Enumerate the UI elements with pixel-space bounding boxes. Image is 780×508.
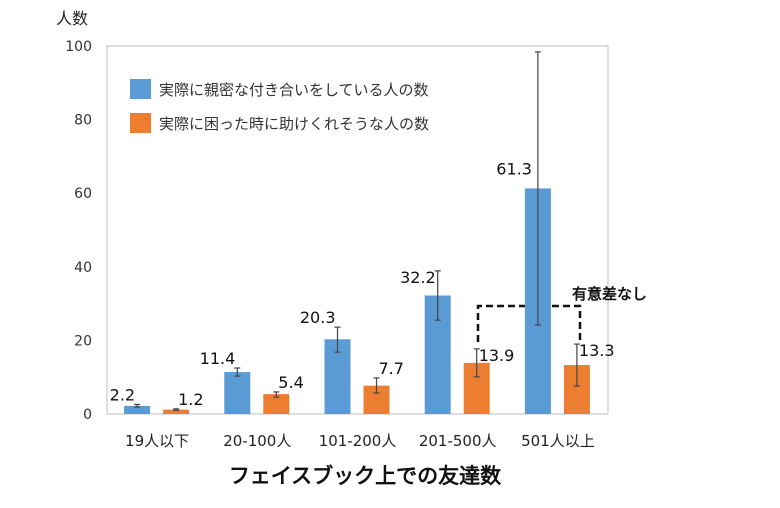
bar (263, 394, 290, 414)
x-tick-label: 20-100人 (223, 432, 291, 450)
plot-area (106, 45, 609, 415)
x-axis-title: フェイスブック上での友達数 (229, 464, 502, 488)
y-tick-label: 80 (74, 113, 92, 129)
x-tick-label: 501人以上 (521, 432, 595, 450)
y-tick-label: 20 (74, 333, 92, 349)
data-label: 61.3 (496, 159, 532, 178)
y-tick-label: 60 (74, 186, 92, 202)
data-label: 20.3 (300, 308, 336, 327)
bar (163, 409, 190, 414)
legend-label-close-relations: 実際に親密な付き合いをしている人の数 (159, 81, 429, 99)
legend-swatch-blue (130, 79, 151, 99)
no-significant-difference-label: 有意差なし (572, 285, 647, 303)
data-label: 11.4 (200, 349, 236, 368)
data-label: 13.9 (479, 346, 515, 365)
data-label: 1.2 (178, 390, 203, 409)
x-tick-label: 101-200人 (319, 432, 397, 450)
legend-label-helpers: 実際に困った時に助けくれそうな人の数 (159, 115, 429, 133)
x-tick-label: 201-500人 (419, 432, 497, 450)
y-tick-label: 40 (74, 260, 92, 276)
data-label: 32.2 (400, 268, 436, 287)
data-label: 7.7 (379, 359, 404, 378)
data-label: 13.3 (579, 341, 615, 360)
bar (124, 405, 151, 414)
bracket-line (476, 304, 582, 342)
legend-swatch-orange (130, 113, 151, 133)
significance-bracket: 有意差なし (476, 285, 647, 342)
legend: 実際に親密な付き合いをしている人の数 実際に困った時に助けくれそうな人の数 (130, 79, 429, 133)
y-tick-label: 100 (65, 39, 92, 55)
y-tick-label: 0 (83, 407, 92, 423)
y-axis-title: 人数 (56, 9, 88, 28)
x-tick-label: 19人以下 (125, 432, 189, 450)
data-label: 2.2 (110, 385, 135, 404)
bar (224, 372, 251, 414)
data-label: 5.4 (278, 373, 303, 392)
